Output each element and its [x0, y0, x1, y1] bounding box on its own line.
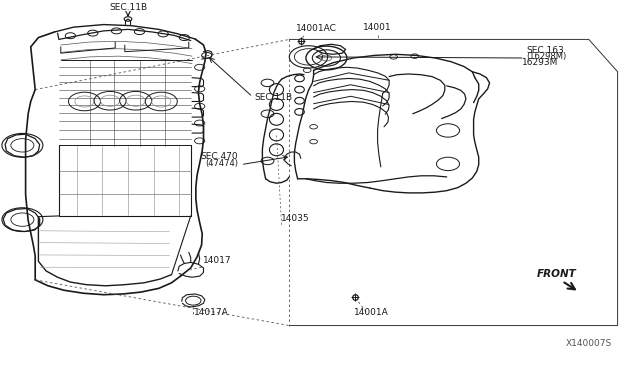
Text: 14001A: 14001A [354, 308, 388, 317]
Text: 14035: 14035 [282, 214, 310, 223]
Text: 14001: 14001 [364, 23, 392, 32]
Text: 14017: 14017 [204, 256, 232, 265]
Text: FRONT: FRONT [537, 269, 577, 279]
Text: SEC.11B: SEC.11B [255, 93, 293, 102]
Text: X140007S: X140007S [566, 339, 612, 348]
Text: (47474): (47474) [205, 158, 238, 168]
Text: SEC.11B: SEC.11B [109, 3, 147, 12]
Text: (16298M): (16298M) [526, 52, 566, 61]
Text: SEC.163: SEC.163 [526, 46, 564, 55]
Text: SEC.470: SEC.470 [200, 152, 238, 161]
Text: 16293M: 16293M [522, 58, 559, 67]
Text: 14017A: 14017A [194, 308, 228, 317]
Text: 14001AC: 14001AC [296, 24, 337, 33]
